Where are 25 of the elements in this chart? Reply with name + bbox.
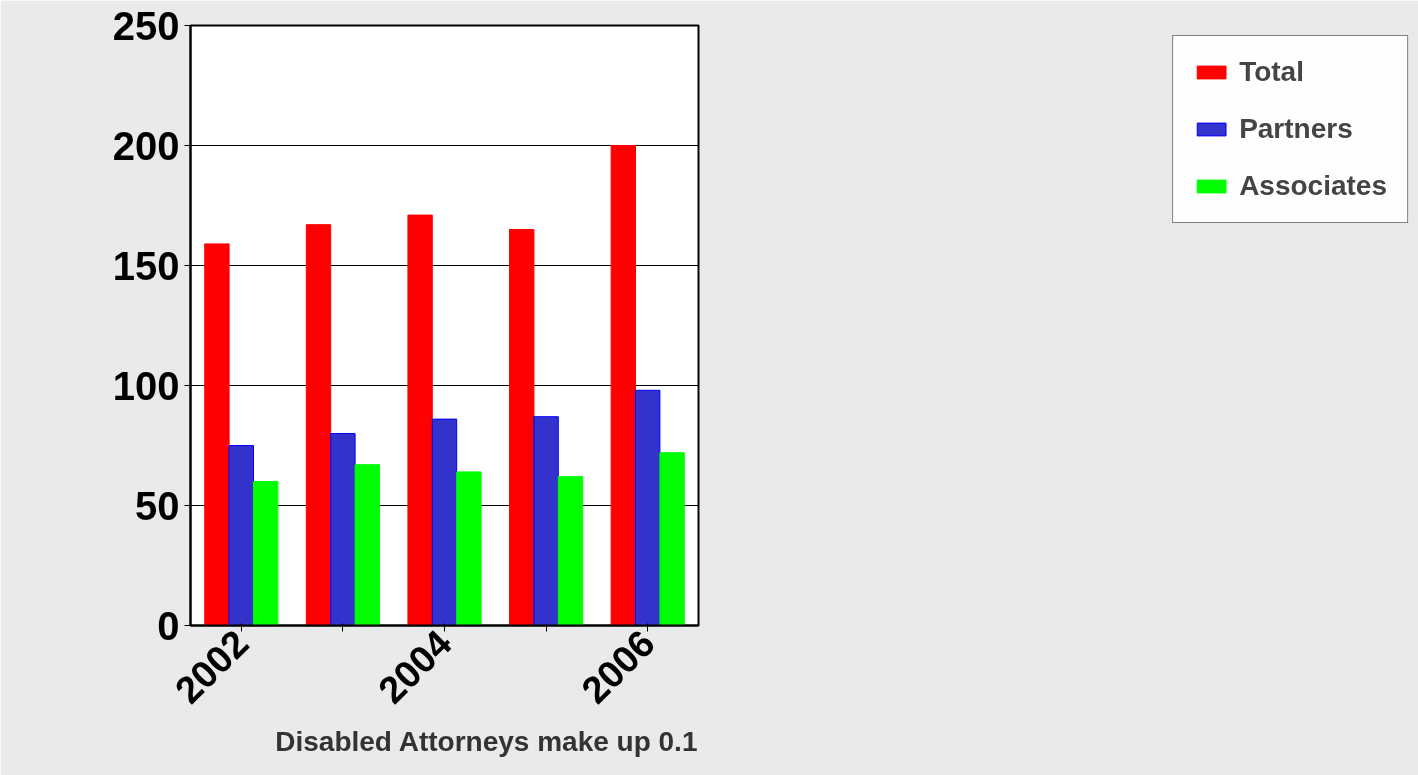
legend-label: Associates <box>1239 170 1387 202</box>
bar <box>354 464 380 626</box>
bar <box>610 145 637 626</box>
y-tick-label: 150 <box>112 243 180 288</box>
bar <box>204 243 230 626</box>
bar <box>407 214 433 626</box>
bar <box>228 445 254 626</box>
legend-label: Total <box>1239 56 1304 88</box>
bar <box>431 418 458 626</box>
bar <box>252 481 279 626</box>
bar <box>659 452 685 626</box>
bar <box>305 224 332 626</box>
y-tick-label: 200 <box>112 123 180 168</box>
text: Disabled Attorneys make up 0.1 <box>275 725 698 757</box>
bar <box>533 416 559 626</box>
bar <box>509 229 535 626</box>
bar <box>635 389 661 626</box>
bar <box>330 433 356 626</box>
y-tick-label: 250 <box>112 3 180 48</box>
y-tick-label: 50 <box>135 483 180 528</box>
y-tick-label: 0 <box>157 603 180 648</box>
bar <box>456 471 482 626</box>
bar <box>557 476 584 626</box>
y-tick-label: 100 <box>112 363 180 408</box>
legend-label: Partners <box>1239 113 1353 145</box>
